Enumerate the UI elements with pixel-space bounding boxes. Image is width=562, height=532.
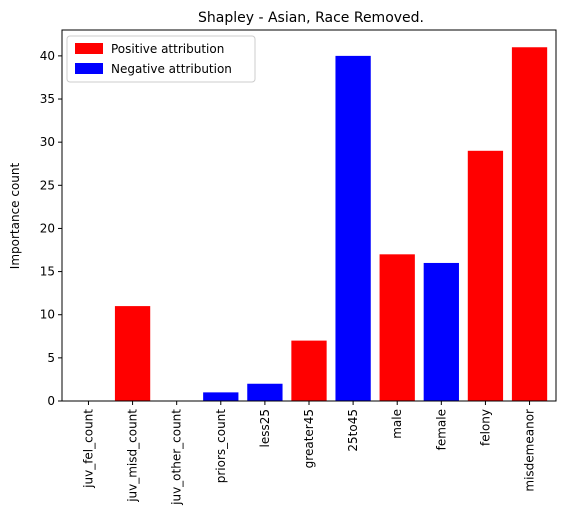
bar-priors_count — [203, 392, 239, 401]
x-tick-label: felony — [478, 409, 492, 446]
y-tick-label: 35 — [40, 92, 55, 106]
legend-swatch-negative — [75, 63, 103, 74]
y-tick-label: 15 — [40, 265, 55, 279]
legend-swatch-positive — [75, 43, 103, 54]
x-tick-label: juv_other_count — [170, 409, 184, 506]
y-tick-label: 0 — [47, 394, 55, 408]
legend-box — [66, 35, 256, 83]
bar-female — [423, 262, 459, 401]
plot-frame — [61, 29, 557, 402]
x-tick-label: male — [390, 409, 404, 439]
bars-group — [114, 47, 548, 402]
y-axis-label: Importance count — [8, 162, 22, 269]
bar-misdemeanor — [511, 47, 548, 402]
chart-title: Shapley - Asian, Race Removed. — [198, 10, 424, 26]
x-tick-label: priors_count — [214, 409, 228, 484]
legend-label-positive: Positive attribution — [111, 42, 224, 56]
y-tick-label: 5 — [47, 351, 55, 365]
legend: Positive attribution Negative attribution — [66, 35, 256, 83]
y-tick-label: 10 — [40, 308, 55, 322]
y-tick-label: 25 — [40, 178, 55, 192]
x-tick-label: female — [434, 409, 448, 450]
bar-greater45 — [291, 340, 327, 401]
x-tick-label: 25to45 — [346, 409, 360, 452]
bar-25to45 — [335, 55, 371, 401]
legend-label-negative: Negative attribution — [111, 62, 232, 76]
x-tick-label: juv_fel_count — [81, 409, 95, 489]
x-tick-label: greater45 — [302, 409, 316, 468]
x-axis-ticks: juv_fel_count juv_misd_count juv_other_cou… — [81, 401, 537, 506]
x-tick-label: less25 — [258, 409, 272, 448]
y-tick-label: 40 — [40, 49, 55, 63]
y-tick-label: 30 — [40, 135, 55, 149]
bar-felony — [467, 150, 504, 401]
bar-juv_misd_count — [114, 306, 151, 401]
y-tick-label: 20 — [40, 221, 55, 235]
x-tick-label: juv_misd_count — [126, 409, 140, 503]
x-tick-label: misdemeanor — [523, 409, 537, 492]
y-axis-ticks: 0 5 10 15 20 25 30 35 40 — [40, 49, 62, 408]
bar-less25 — [247, 383, 283, 401]
bar-male — [379, 254, 415, 401]
